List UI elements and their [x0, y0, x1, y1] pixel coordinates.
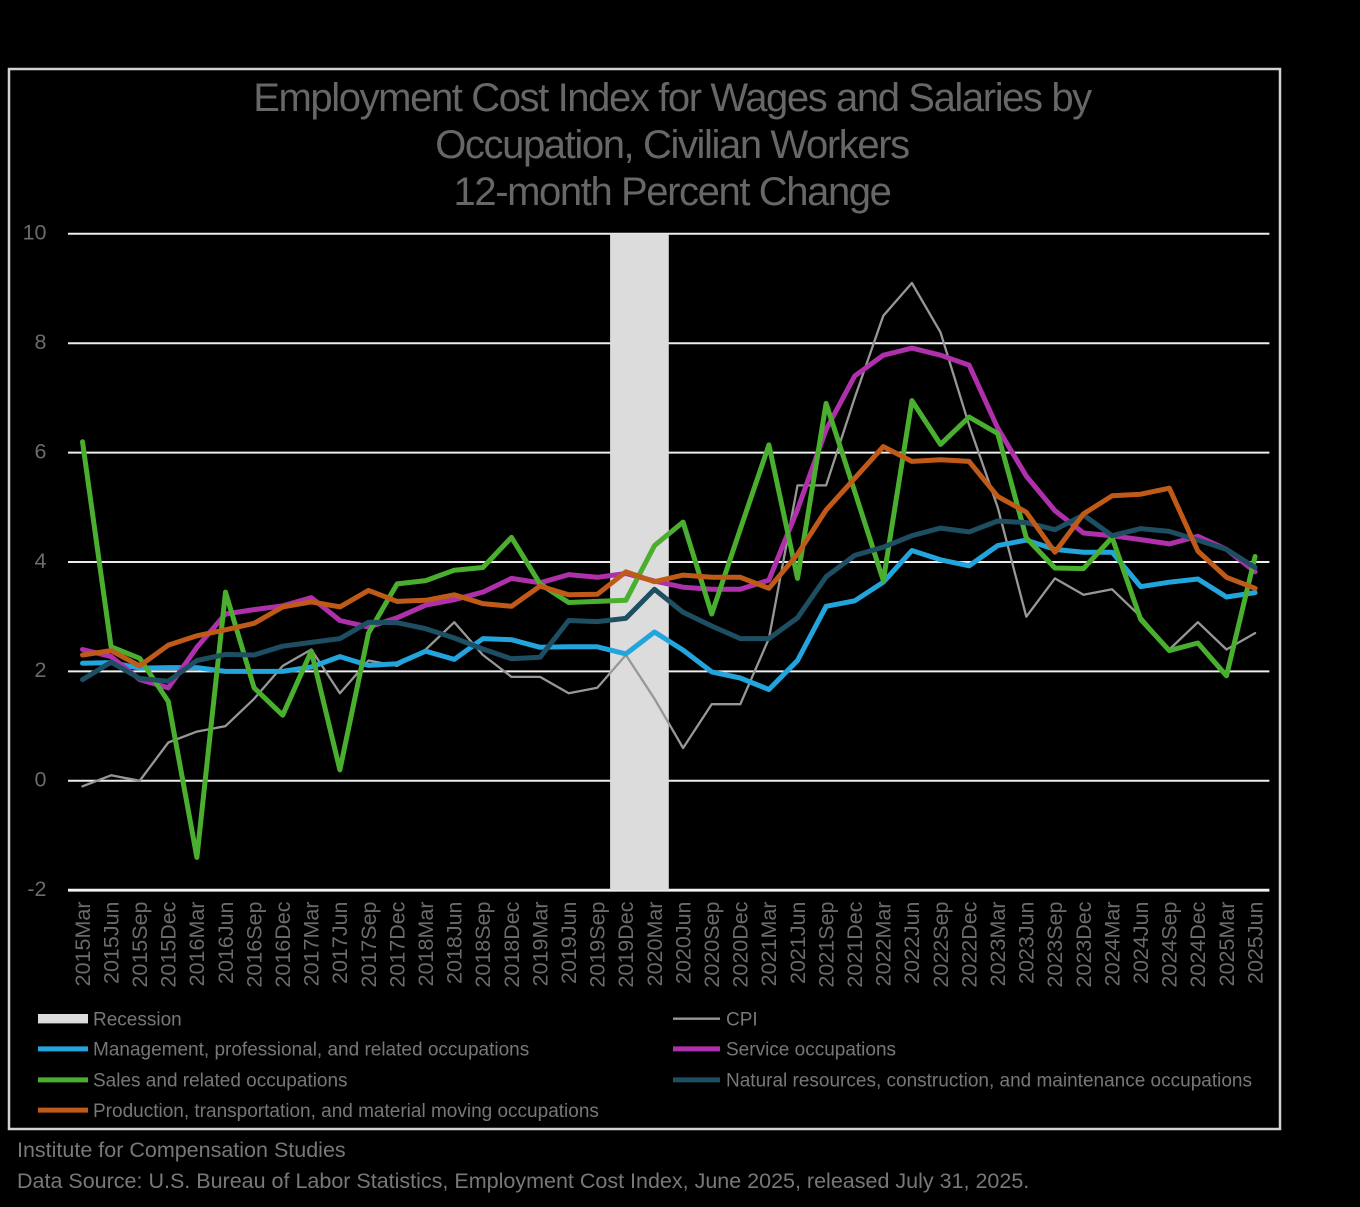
svg-text:Institute for Compensation Stu: Institute for Compensation Studies	[17, 1138, 346, 1162]
svg-text:2019Mar: 2019Mar	[528, 902, 552, 987]
svg-text:Service occupations: Service occupations	[726, 1040, 896, 1061]
svg-text:2023Mar: 2023Mar	[986, 902, 1010, 987]
svg-text:2019Jun: 2019Jun	[557, 902, 581, 985]
svg-text:2021Dec: 2021Dec	[843, 901, 867, 987]
svg-text:2017Jun: 2017Jun	[328, 902, 352, 985]
svg-text:2023Jun: 2023Jun	[1015, 902, 1039, 985]
svg-text:4: 4	[35, 549, 47, 573]
svg-text:Natural resources, constructio: Natural resources, construction, and mai…	[726, 1071, 1252, 1092]
svg-text:2024Dec: 2024Dec	[1186, 901, 1210, 987]
svg-text:2021Mar: 2021Mar	[757, 902, 781, 987]
svg-text:Sales and related occupations: Sales and related occupations	[93, 1071, 348, 1092]
svg-text:-2: -2	[27, 877, 46, 901]
svg-text:2016Dec: 2016Dec	[271, 901, 295, 987]
svg-text:Production, transportation, an: Production, transportation, and material…	[93, 1101, 599, 1122]
svg-text:2023Dec: 2023Dec	[1072, 901, 1096, 987]
svg-text:2018Sep: 2018Sep	[471, 901, 495, 987]
svg-text:2: 2	[35, 658, 47, 682]
svg-text:2024Sep: 2024Sep	[1158, 901, 1182, 987]
svg-text:2025Mar: 2025Mar	[1215, 902, 1239, 987]
svg-text:Employment Cost Index for Wage: Employment Cost Index for Wages and Sala…	[253, 76, 1092, 120]
svg-text:2025Jun: 2025Jun	[1243, 902, 1267, 985]
svg-text:2018Jun: 2018Jun	[443, 902, 467, 985]
svg-text:2024Jun: 2024Jun	[1129, 902, 1153, 985]
svg-text:2020Jun: 2020Jun	[671, 902, 695, 985]
svg-text:8: 8	[35, 330, 47, 354]
svg-text:2022Mar: 2022Mar	[872, 902, 896, 987]
svg-text:2017Sep: 2017Sep	[357, 901, 381, 987]
svg-text:2022Sep: 2022Sep	[929, 901, 953, 987]
svg-text:Data Source: U.S. Bureau of La: Data Source: U.S. Bureau of Labor Statis…	[17, 1169, 1029, 1193]
svg-text:2019Dec: 2019Dec	[614, 901, 638, 987]
svg-text:2018Mar: 2018Mar	[414, 902, 438, 987]
svg-text:2020Sep: 2020Sep	[700, 901, 724, 987]
svg-text:2018Dec: 2018Dec	[500, 901, 524, 987]
svg-text:2024Mar: 2024Mar	[1100, 902, 1124, 987]
svg-text:2017Dec: 2017Dec	[385, 901, 409, 987]
svg-text:2017Mar: 2017Mar	[300, 902, 324, 987]
svg-text:2022Dec: 2022Dec	[957, 901, 981, 987]
svg-text:2015Mar: 2015Mar	[71, 902, 95, 987]
svg-text:CPI: CPI	[726, 1010, 758, 1031]
svg-text:2021Jun: 2021Jun	[786, 902, 810, 985]
svg-text:Recession: Recession	[93, 1010, 182, 1031]
svg-text:2023Sep: 2023Sep	[1043, 901, 1067, 987]
svg-text:Management, professional, and: Management, professional, and related oc…	[93, 1040, 529, 1061]
svg-text:2022Jun: 2022Jun	[900, 902, 924, 985]
svg-text:Occupation, Civilian Workers: Occupation, Civilian Workers	[435, 123, 909, 167]
svg-text:2016Jun: 2016Jun	[214, 902, 238, 985]
svg-text:2015Sep: 2015Sep	[128, 901, 152, 987]
svg-text:2015Jun: 2015Jun	[99, 902, 123, 985]
svg-text:2020Dec: 2020Dec	[729, 901, 753, 987]
svg-text:2020Mar: 2020Mar	[643, 902, 667, 987]
svg-text:12-month Percent Change: 12-month Percent Change	[454, 170, 891, 214]
svg-text:2016Sep: 2016Sep	[242, 901, 266, 987]
svg-text:2016Mar: 2016Mar	[185, 902, 209, 987]
svg-text:6: 6	[35, 439, 47, 463]
svg-text:10: 10	[23, 221, 47, 245]
svg-text:2021Sep: 2021Sep	[814, 901, 838, 987]
svg-text:2015Dec: 2015Dec	[157, 901, 181, 987]
svg-text:2019Sep: 2019Sep	[586, 901, 610, 987]
svg-text:0: 0	[35, 768, 47, 792]
